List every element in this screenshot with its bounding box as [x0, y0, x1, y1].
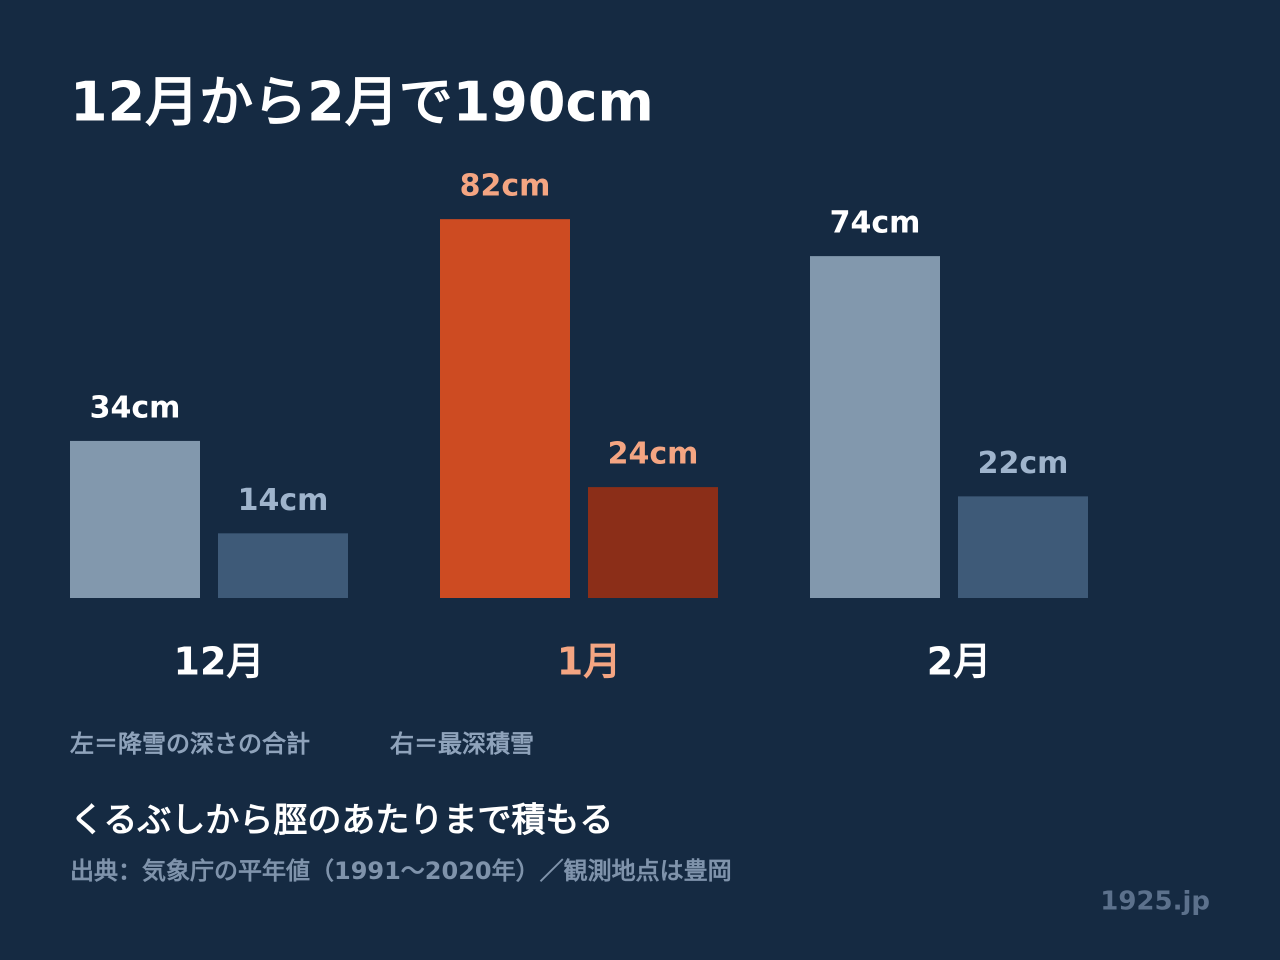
- bar: [958, 496, 1088, 598]
- value-label: 34cm: [90, 390, 181, 425]
- chart-title: 12月から2月で190cm: [70, 71, 654, 134]
- bar: [810, 256, 940, 598]
- bar: [588, 487, 718, 598]
- value-label: 22cm: [978, 446, 1069, 481]
- note: 右＝最深積雪: [390, 730, 534, 758]
- source: 出典：気象庁の平年値（1991〜2020年）／観測地点は豊岡: [70, 857, 732, 885]
- subtitle: くるぶしから脛のあたりまで積もる: [70, 801, 613, 841]
- bar: [440, 219, 570, 598]
- x-tick-label: 1月: [557, 640, 621, 684]
- credit: 1925.jp: [1100, 887, 1210, 917]
- value-label: 82cm: [460, 169, 551, 204]
- bar: [218, 533, 348, 598]
- value-label: 74cm: [830, 206, 921, 241]
- x-tick-label: 12月: [174, 640, 265, 684]
- value-label: 24cm: [608, 437, 699, 472]
- bar: [70, 440, 200, 598]
- x-tick-label: 2月: [927, 640, 991, 684]
- note: 左＝降雪の深さの合計: [70, 730, 310, 758]
- value-label: 14cm: [238, 483, 329, 518]
